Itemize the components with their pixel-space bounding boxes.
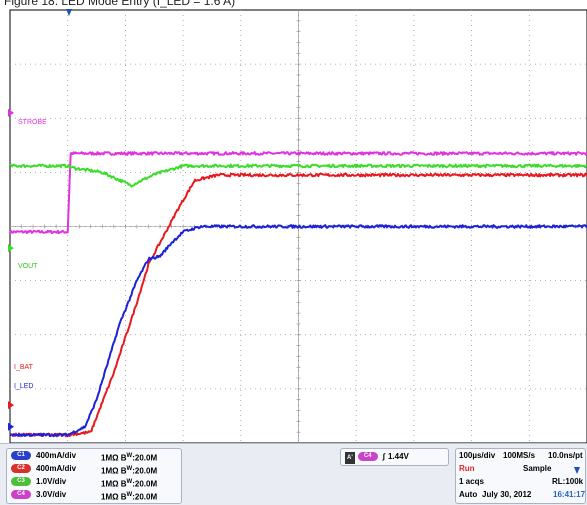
trigger-arrow-icon	[574, 467, 580, 474]
trigger-row: A' C4 ∫ 1.44V	[345, 451, 409, 464]
oscilloscope-display: STROBE VOUT I_BAT I_LED	[8, 9, 587, 443]
channel-marker-i-bat	[8, 401, 14, 410]
trigger-settings-box[interactable]: A' C4 ∫ 1.44V	[340, 448, 449, 466]
resolution: 10.0ns/pt	[548, 451, 583, 460]
iled-label: I_LED	[14, 383, 33, 390]
channel-impedance: 1MΩ BW:20.0M	[101, 492, 158, 502]
acquisition-time: 16:41:17	[553, 490, 586, 499]
trigger-source-badge: C4	[357, 452, 378, 462]
trigger-mode: Auto	[459, 490, 478, 499]
channel-badge-c1[interactable]: C1	[11, 451, 31, 461]
channel-row-c2: C2 400mA/div 1MΩ BW:20.0M	[11, 463, 157, 476]
timebase: 100µs/div	[459, 451, 496, 460]
channel-marker-i-led	[8, 422, 14, 431]
channel-scale: 400mA/div	[36, 464, 77, 473]
strobe-label: STROBE	[18, 119, 47, 126]
record-length: RL:100k	[552, 477, 584, 486]
channel-row-c3: C3 1.0V/div 1MΩ BW:20.0M	[11, 476, 157, 489]
channel-row-c1: C1 400mA/div 1MΩ BW:20.0M	[11, 450, 157, 463]
trigger-slope-icon: ∫	[382, 452, 385, 461]
channel-settings-box: C1 400mA/div 1MΩ BW:20.0M C2 400mA/div 1MΩ…	[6, 448, 182, 504]
trigger-mode-letter: A'	[345, 452, 355, 464]
channel-marker-strobe	[8, 108, 14, 117]
channel-scale: 1.0V/div	[36, 477, 67, 486]
ibat-label: I_BAT	[14, 364, 34, 371]
trigger-level: 1.44V	[387, 452, 409, 461]
sample-rate: 100MS/s	[503, 451, 536, 460]
channel-badge-c2[interactable]: C2	[11, 464, 31, 474]
channel-badge-c3[interactable]: C3	[11, 477, 31, 487]
acquisition-count: 1 acqs	[459, 477, 484, 486]
trace-i-led	[9, 224, 587, 438]
channel-marker-vout	[8, 244, 14, 253]
trace-strobe	[9, 151, 587, 235]
channel-impedance: 1MΩ BW:20.0M	[101, 453, 158, 463]
channel-badge-c4[interactable]: C4	[11, 490, 31, 500]
status-panel: C1 400mA/div 1MΩ BW:20.0M C2 400mA/div 1MΩ…	[0, 443, 587, 505]
trace-vout	[9, 163, 587, 188]
waveform-traces	[9, 151, 587, 438]
vout-label: VOUT	[18, 263, 38, 270]
channel-markers	[8, 108, 14, 431]
channel-scale: 400mA/div	[36, 451, 77, 460]
channel-row-c4: C4 3.0V/div 1MΩ BW:20.0M	[11, 489, 157, 502]
channel-scale: 3.0V/div	[36, 490, 67, 499]
trigger-position-marker	[66, 9, 72, 16]
acquisition-mode: Sample	[523, 464, 552, 473]
channel-impedance: 1MΩ BW:20.0M	[101, 479, 158, 489]
acquisition-box[interactable]: 100µs/div 100MS/s 10.0ns/pt Run Sample 1…	[455, 448, 586, 504]
run-state: Run	[459, 464, 475, 473]
figure-caption: Figure 18. LED Mode Entry (I_LED = 1.6 A…	[4, 0, 236, 8]
channel-impedance: 1MΩ BW:20.0M	[101, 466, 158, 476]
acquisition-date: July 30, 2012	[482, 490, 532, 499]
trace-i-bat	[9, 172, 587, 438]
